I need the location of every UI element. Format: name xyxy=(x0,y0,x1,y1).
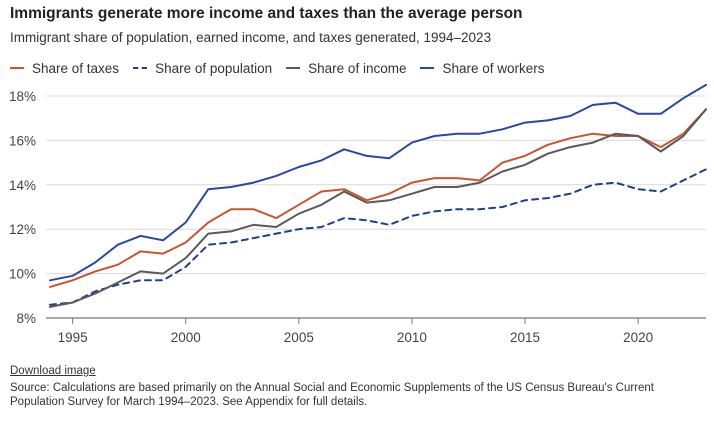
y-tick-label-14: 14% xyxy=(9,178,36,193)
legend-item-population: Share of population xyxy=(133,61,272,76)
x-tick-label-2020: 2020 xyxy=(623,330,653,345)
legend-item-taxes: Share of taxes xyxy=(10,61,119,76)
x-tick-label-2015: 2015 xyxy=(510,330,540,345)
y-tick-label-8: 8% xyxy=(16,311,36,326)
chart-subtitle: Immigrant share of population, earned in… xyxy=(10,30,492,45)
source-note: Source: Calculations are based primarily… xyxy=(10,382,654,408)
x-tick-label-2010: 2010 xyxy=(397,330,427,345)
x-tick-label-2000: 2000 xyxy=(171,330,201,345)
y-tick-label-16: 16% xyxy=(9,133,36,148)
y-tick-label-10: 10% xyxy=(9,267,36,282)
y-tick-label-18: 18% xyxy=(9,89,36,104)
legend-label-workers: Share of workers xyxy=(442,60,545,76)
legend: Share of taxes Share of population Share… xyxy=(10,58,559,78)
y-tick-label-12: 12% xyxy=(9,222,36,237)
legend-swatch-workers xyxy=(420,67,435,69)
chart-title: Immigrants generate more income and taxe… xyxy=(10,5,523,22)
series-line-share-of-taxes xyxy=(49,108,707,288)
series-line-share-of-workers xyxy=(49,83,707,282)
legend-swatch-population xyxy=(133,67,148,69)
legend-item-income: Share of income xyxy=(286,61,406,76)
x-tick-label-1995: 1995 xyxy=(58,330,88,345)
legend-label-income: Share of income xyxy=(308,60,407,76)
legend-swatch-income xyxy=(286,67,301,69)
legend-label-taxes: Share of taxes xyxy=(32,60,120,76)
legend-label-population: Share of population xyxy=(155,60,273,76)
x-tick-label-2005: 2005 xyxy=(284,330,314,345)
line-chart: 8% 10% 12% 14% 16% 18% 1995 2000 2005 2010 2015 202… xyxy=(9,83,707,345)
series-line-share-of-income xyxy=(49,108,707,308)
download-image-link[interactable]: Download image xyxy=(10,365,96,377)
legend-item-workers: Share of workers xyxy=(420,60,545,76)
series-line-share-of-population xyxy=(49,168,707,306)
legend-swatch-taxes xyxy=(10,67,24,69)
